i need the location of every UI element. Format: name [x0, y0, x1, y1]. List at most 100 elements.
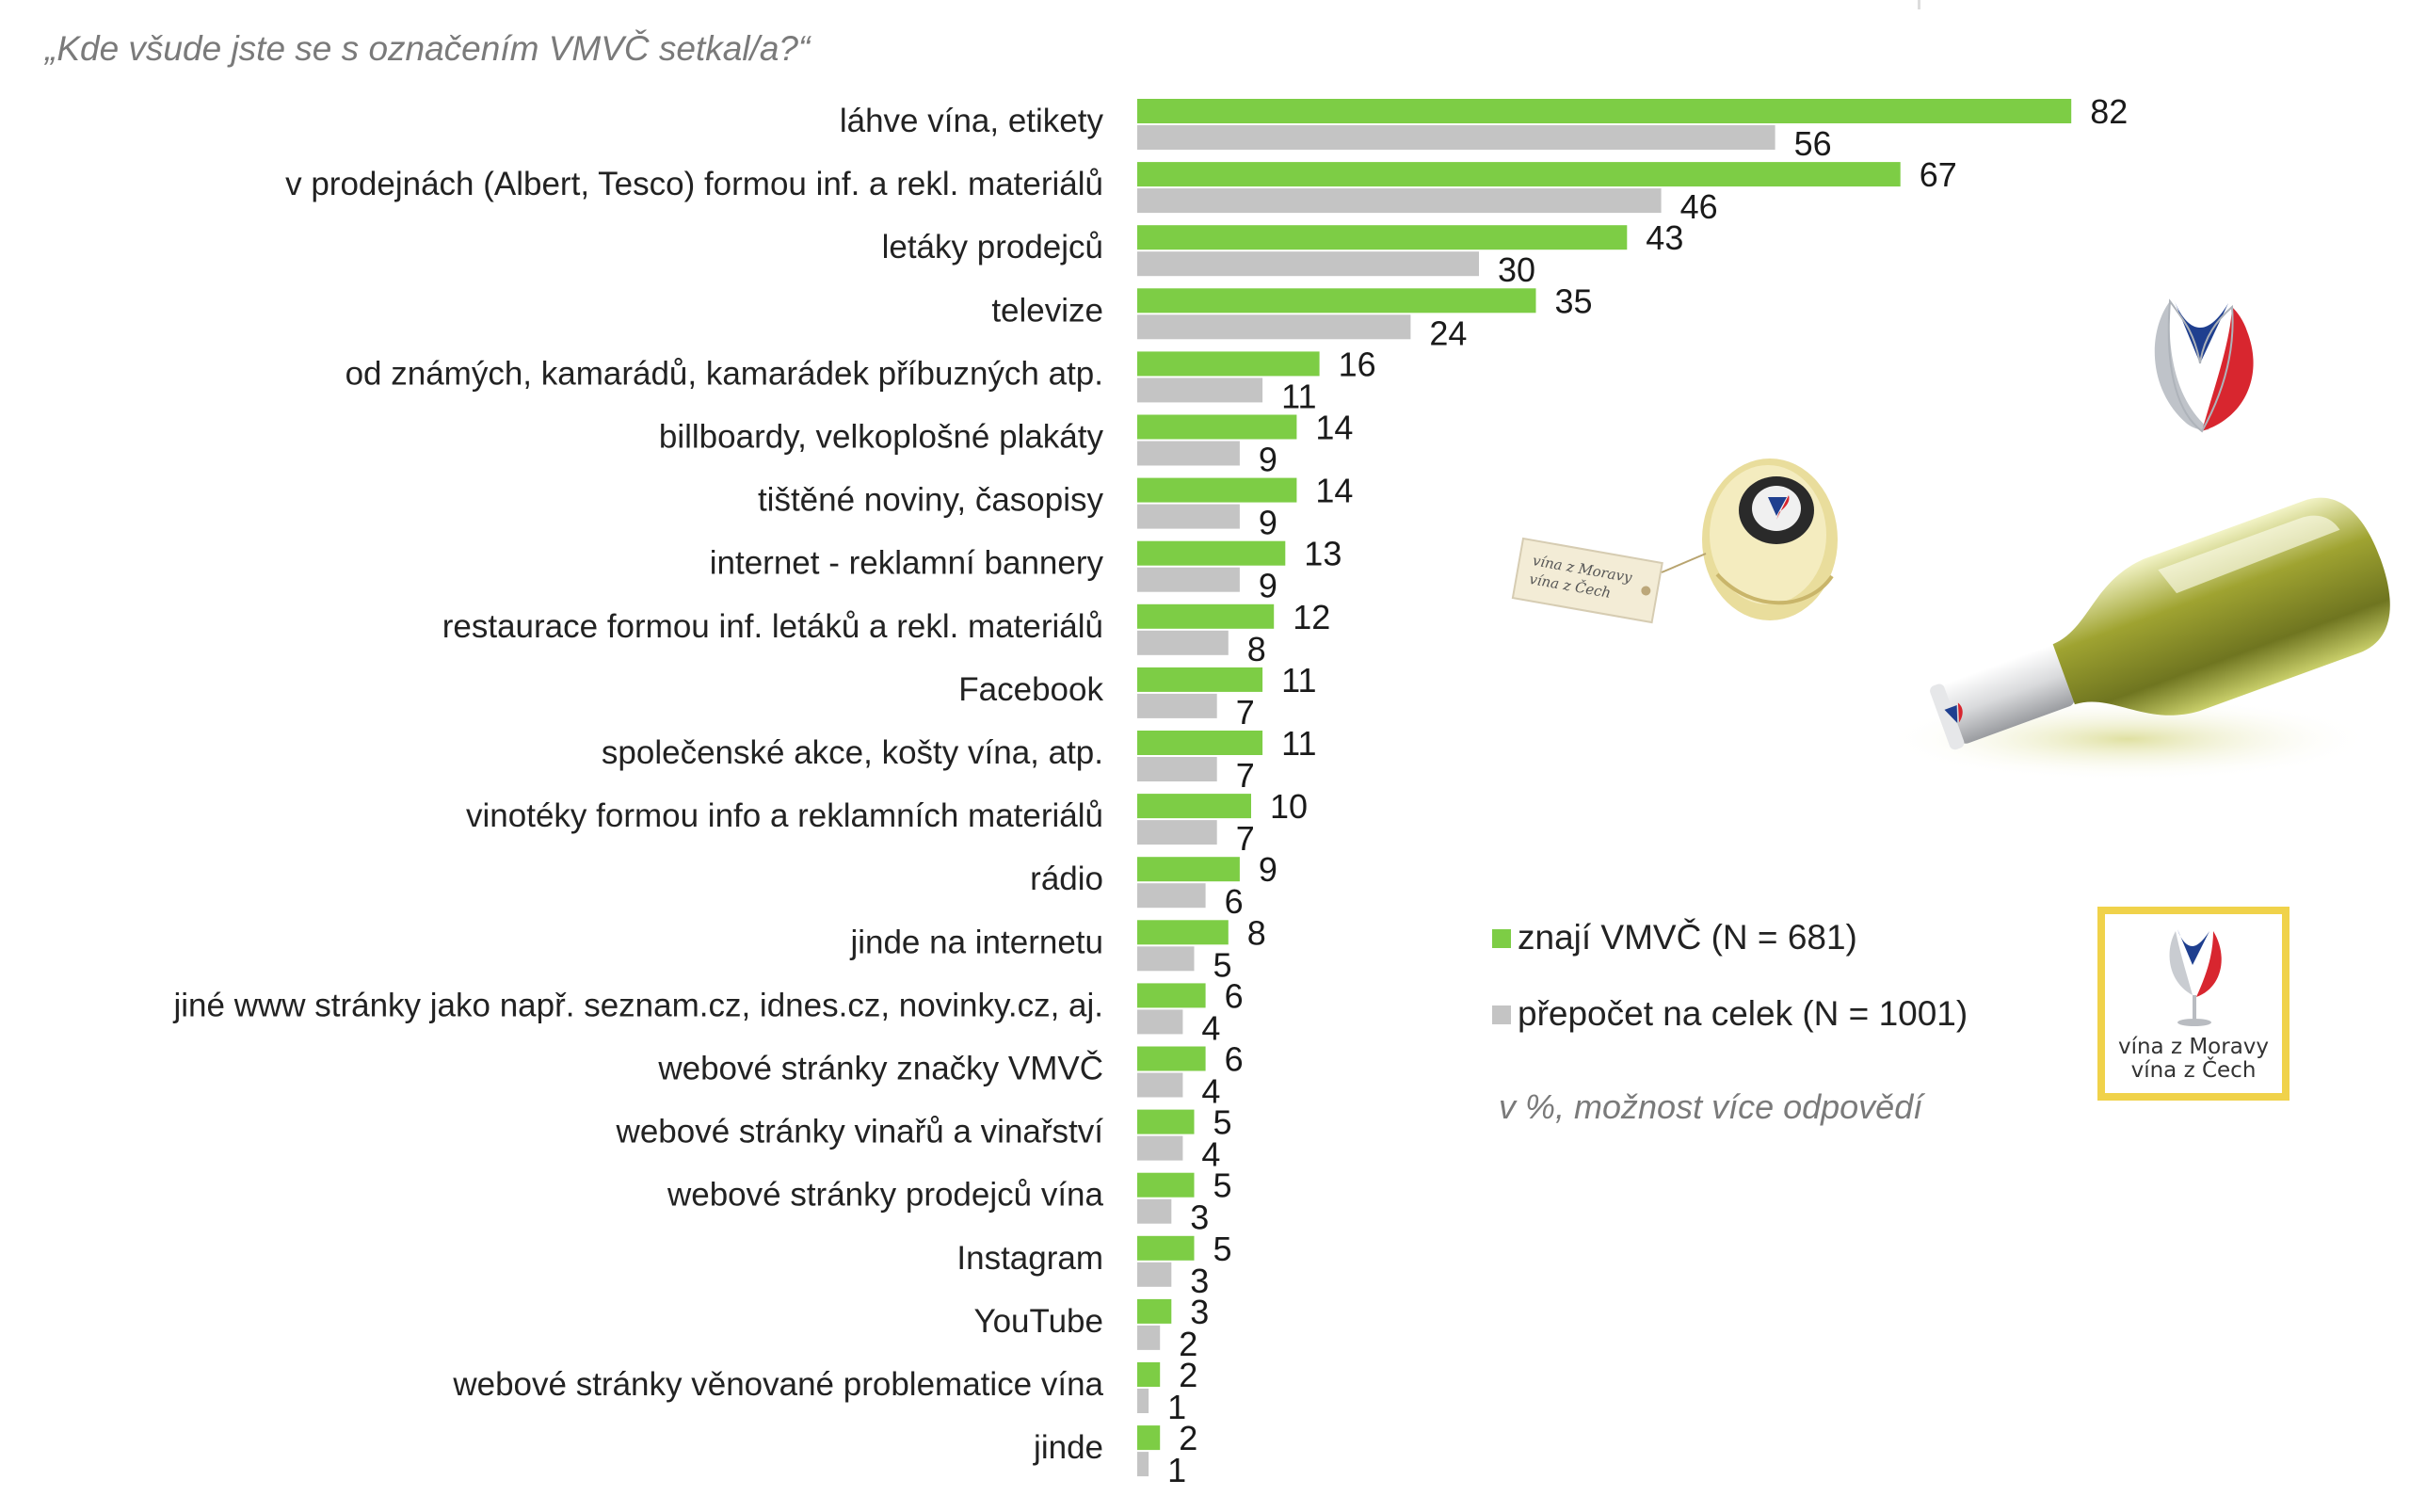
- value-label-green: 8: [1247, 913, 1266, 952]
- bar-green: [1137, 351, 1320, 377]
- bar-green: [1137, 540, 1286, 566]
- bar-grey: [1137, 378, 1263, 403]
- category-label: tištěné noviny, časopisy: [758, 482, 1104, 519]
- bar-grey: [1137, 1262, 1172, 1287]
- value-label-grey: 46: [1680, 187, 1718, 226]
- value-label-green: 5: [1213, 1230, 1232, 1268]
- bar-grey: [1137, 188, 1662, 214]
- category-label: v prodejnách (Albert, Tesco) formou inf.…: [285, 166, 1103, 202]
- value-label-grey: 4: [1201, 1135, 1220, 1174]
- value-label-grey: 24: [1429, 314, 1467, 352]
- bar-green: [1137, 225, 1628, 250]
- value-label-grey: 4: [1201, 1008, 1220, 1047]
- bar-grey: [1137, 630, 1229, 655]
- bar-grey: [1137, 1325, 1161, 1350]
- legend-swatch-green: [1492, 929, 1511, 948]
- bottle-tag: vína z Moravy vína z Čech: [1511, 537, 1663, 624]
- bar-green: [1137, 1046, 1206, 1071]
- bar-green: [1137, 1109, 1195, 1134]
- category-label: webové stránky značky VMVČ: [657, 1051, 1103, 1087]
- tag-string: [1661, 553, 1707, 573]
- bar-grey: [1137, 567, 1240, 592]
- value-label-green: 82: [2090, 92, 2128, 131]
- bar-green: [1137, 1172, 1195, 1198]
- value-label-grey: 30: [1498, 250, 1535, 289]
- legend-label-grey: přepočet na celek (N = 1001): [1518, 994, 1968, 1033]
- category-label: billboardy, velkoplošné plakáty: [659, 419, 1104, 456]
- category-label: webové stránky vinařů a vinařství: [616, 1114, 1104, 1150]
- value-label-grey: 9: [1259, 441, 1277, 479]
- value-label-green: 3: [1190, 1293, 1209, 1331]
- category-label: láhve vína, etikety: [840, 103, 1104, 139]
- category-label: vinotéky formou info a reklamních materi…: [466, 797, 1103, 834]
- value-label-green: 9: [1259, 850, 1277, 889]
- value-label-grey: 3: [1190, 1198, 1209, 1237]
- legend: znají VMVČ (N = 681) přepočet na celek (…: [1492, 918, 1968, 1033]
- bar-grey: [1137, 125, 1775, 150]
- category-label: jinde na internetu: [849, 924, 1103, 960]
- value-label-grey: 5: [1213, 945, 1232, 984]
- bar-green: [1137, 983, 1206, 1008]
- value-label-green: 12: [1293, 598, 1330, 636]
- value-label-green: 67: [1920, 155, 1957, 194]
- category-label: rádio: [1030, 861, 1103, 897]
- bar-grey: [1137, 1198, 1172, 1224]
- value-label-green: 2: [1179, 1356, 1197, 1394]
- bar-grey: [1137, 820, 1217, 845]
- category-label: jinde: [1033, 1429, 1103, 1466]
- value-label-grey: 9: [1259, 504, 1277, 542]
- bar-green: [1137, 414, 1297, 440]
- bar-green: [1137, 667, 1263, 692]
- value-label-grey: 9: [1259, 567, 1277, 605]
- value-label-green: 2: [1179, 1419, 1197, 1457]
- bar-grey: [1137, 314, 1411, 340]
- bar-green: [1137, 1425, 1161, 1451]
- category-label: YouTube: [973, 1303, 1103, 1340]
- bar-grey: [1137, 251, 1479, 277]
- value-label-green: 5: [1213, 1166, 1232, 1205]
- value-label-grey: 6: [1225, 882, 1244, 921]
- bar-grey: [1137, 693, 1217, 718]
- value-label-green: 6: [1225, 976, 1244, 1015]
- bar-grey: [1137, 504, 1240, 529]
- value-label-green: 10: [1270, 787, 1308, 826]
- emblem-icon: [2154, 298, 2254, 433]
- value-label-grey: 2: [1179, 1325, 1197, 1363]
- bar-green: [1137, 1235, 1195, 1261]
- category-label: webové stránky prodejců vína: [667, 1177, 1104, 1214]
- bottle-top-image: [1702, 458, 1838, 620]
- category-label: od známých, kamarádů, kamarádek příbuzný…: [345, 355, 1103, 392]
- bar-green: [1137, 794, 1251, 819]
- bar-green: [1137, 288, 1536, 314]
- bar-grey: [1137, 441, 1240, 466]
- bar-grey: [1137, 1452, 1149, 1477]
- logo-text-line-1: vína z Moravy: [2118, 1035, 2269, 1059]
- bar-green: [1137, 731, 1263, 755]
- value-label-grey: 8: [1247, 630, 1266, 668]
- value-label-green: 5: [1213, 1103, 1232, 1142]
- chart-question: „Kde všude jste se s označením VMVČ setk…: [43, 29, 811, 68]
- bar-grey: [1137, 1389, 1149, 1413]
- bar-green: [1137, 1362, 1161, 1387]
- bar-grey: [1137, 1009, 1183, 1035]
- category-label: Facebook: [958, 671, 1103, 708]
- value-label-grey: 3: [1190, 1262, 1209, 1300]
- bar-green: [1137, 1298, 1172, 1324]
- bar-green: [1137, 99, 2072, 123]
- value-label-grey: 11: [1281, 377, 1316, 415]
- category-label: restaurace formou inf. letáků a rekl. ma…: [442, 608, 1103, 645]
- bar-green: [1137, 603, 1275, 629]
- value-label-grey: 56: [1794, 124, 1832, 163]
- bar-grey: [1137, 1135, 1183, 1161]
- value-label-grey: 1: [1167, 1451, 1186, 1489]
- note-text: v %, možnost více odpovědí: [1499, 1087, 1925, 1126]
- value-label-grey: 7: [1236, 756, 1255, 795]
- category-label: televize: [991, 292, 1103, 329]
- value-label-grey: 4: [1201, 1072, 1220, 1111]
- category-label: letáky prodejců: [882, 229, 1103, 265]
- logo-glass-icon: [2169, 929, 2222, 1026]
- value-label-green: 13: [1304, 535, 1342, 573]
- bar-green: [1137, 162, 1901, 187]
- top-divider: [1918, 0, 1920, 9]
